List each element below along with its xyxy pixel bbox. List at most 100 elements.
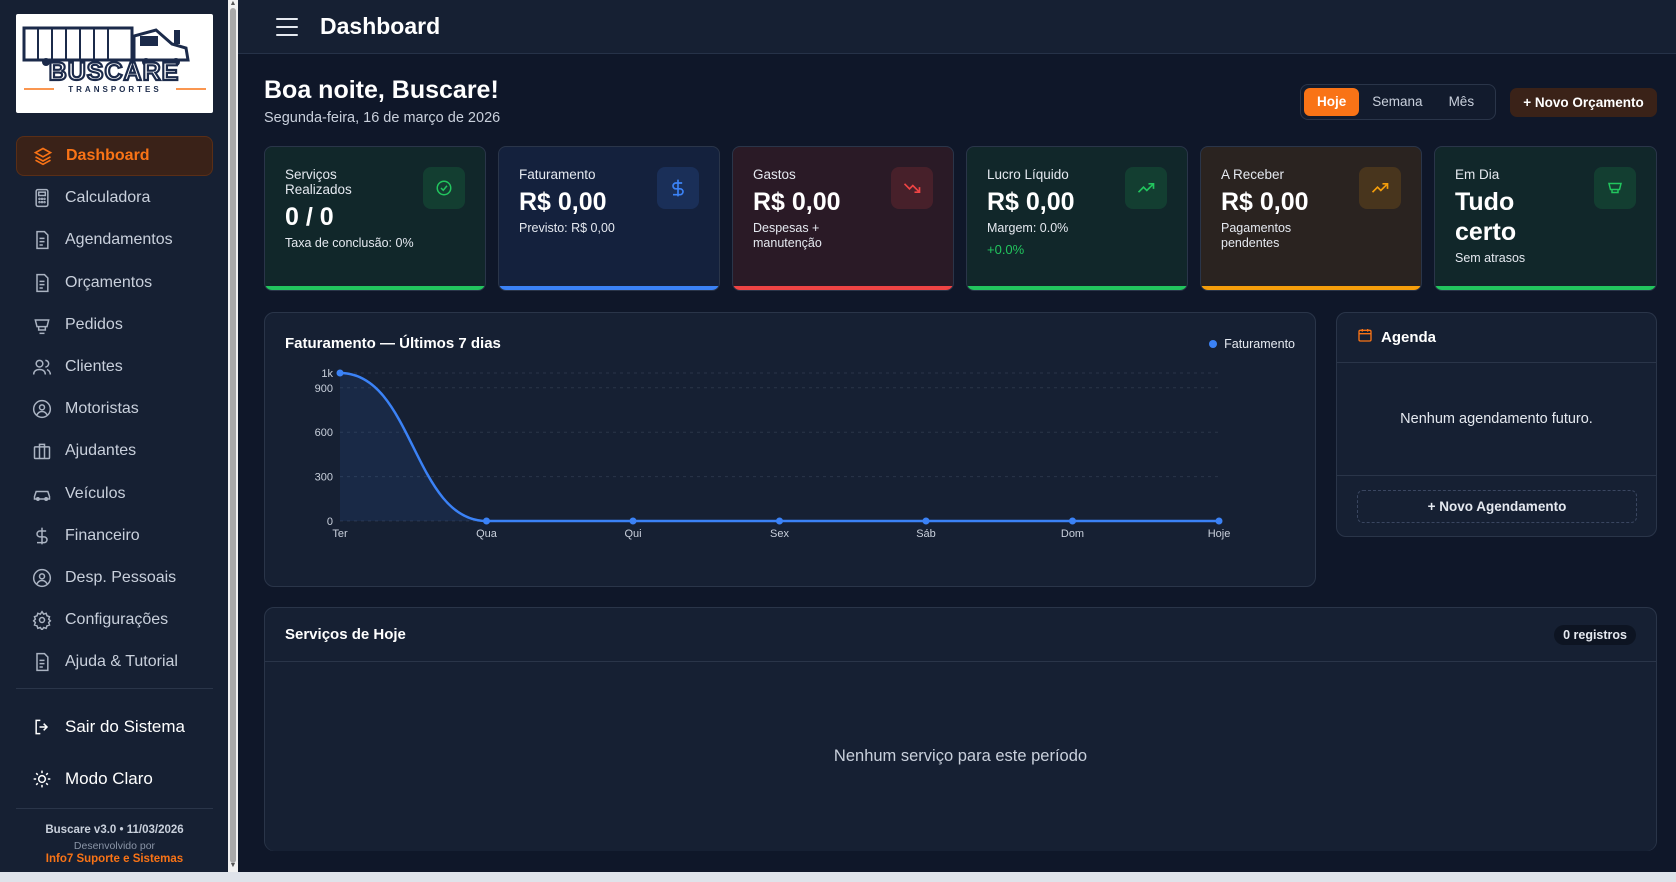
legend-dot	[1209, 340, 1218, 348]
x-tick-label: Dom	[1061, 528, 1084, 540]
x-tick-label: Hoje	[1208, 528, 1231, 540]
sidebar-item-label: Ajudantes	[65, 442, 137, 460]
sidebar-item-label: Clientes	[65, 357, 123, 375]
period-option-mes[interactable]: Mês	[1448, 94, 1475, 109]
sidebar-item-veiculos[interactable]: Veículos	[16, 474, 213, 514]
sidebar-item-dashboard[interactable]: Dashboard	[16, 136, 213, 176]
kpi-label: Faturamento	[519, 167, 596, 182]
kpi-label: Gastos	[753, 167, 796, 182]
sidebar-item-clientes[interactable]: Clientes	[16, 347, 213, 387]
cup-icon	[31, 314, 53, 336]
kpi-subtext: Taxa de conclusão: 0%	[285, 236, 414, 250]
sidebar-scrollbar[interactable]: ▲ ▼	[228, 0, 238, 872]
kpi-card-em-dia: Em Dia Tudo certo Sem atrasos	[1434, 146, 1657, 291]
y-tick-label: 1k	[321, 368, 333, 380]
sidebar-item-pedidos[interactable]: Pedidos	[16, 305, 213, 345]
sidebar-item-financeiro[interactable]: Financeiro	[16, 516, 213, 556]
services-empty-message: Nenhum serviço para este período	[265, 662, 1656, 851]
sidebar-item-desp-pessoais[interactable]: Desp. Pessoais	[16, 558, 213, 598]
gear-icon	[31, 609, 53, 631]
kpi-value: Tudo certo	[1455, 188, 1517, 246]
calculator-icon	[31, 187, 53, 209]
new-appointment-button[interactable]: + Novo Agendamento	[1357, 490, 1637, 523]
kpi-card-a-receber: A Receber R$ 0,00 Pagamentos pendentes	[1200, 146, 1422, 291]
brand-logo: BUSCARE TRANSPORTES ✕	[16, 14, 213, 113]
sidebar-item-motoristas[interactable]: Motoristas	[16, 389, 213, 429]
kpi-subtext: Sem atrasos	[1455, 251, 1526, 265]
svg-text:TRANSPORTES: TRANSPORTES	[68, 85, 161, 94]
services-today-card: Serviços de Hoje 0 registros Nenhum serv…	[264, 607, 1657, 851]
version-text: Buscare v3.0 • 11/03/2026	[45, 824, 184, 836]
close-sidebar-icon[interactable]: ✕	[188, 16, 207, 41]
logout-button[interactable]: Sair do Sistema	[16, 707, 213, 747]
sidebar-item-label: Calculadora	[65, 189, 151, 207]
document-icon	[31, 229, 53, 251]
chart-legend: Faturamento	[1209, 337, 1295, 351]
period-selector: Hoje Semana Mês	[1300, 84, 1496, 120]
legend-label: Faturamento	[1224, 337, 1295, 351]
data-point	[1215, 517, 1223, 525]
y-tick-label: 900	[315, 383, 333, 395]
sidebar-item-ajudantes[interactable]: Ajudantes	[16, 431, 213, 471]
data-point	[922, 517, 930, 525]
sidebar-item-label: Orçamentos	[65, 273, 153, 291]
scroll-up-arrow-icon[interactable]: ▲	[229, 0, 237, 7]
kpi-subtext: Despesas + manutenção	[753, 221, 822, 250]
sidebar-item-orcamentos[interactable]: Orçamentos	[16, 263, 213, 303]
kpi-card-lucro: Lucro Líquido R$ 0,00 Margem: 0.0% +0.0%	[966, 146, 1188, 291]
sidebar-item-ajuda[interactable]: Ajuda & Tutorial	[16, 642, 213, 682]
kpi-accent-bar	[1201, 286, 1421, 290]
kpi-card-faturamento: Faturamento R$ 0,00 Previsto: R$ 0,00	[498, 146, 720, 291]
y-tick-label: 300	[315, 472, 333, 484]
kpi-label: Em Dia	[1455, 167, 1500, 182]
records-count-badge: 0 registros	[1554, 624, 1636, 645]
greeting-title: Boa noite, Buscare!	[264, 76, 499, 104]
briefcase-icon	[31, 440, 53, 462]
sidebar-item-label: Agendamentos	[65, 231, 173, 249]
sidebar-item-label: Configurações	[65, 611, 169, 629]
agenda-title: Agenda	[1381, 329, 1437, 346]
theme-toggle-button[interactable]: Modo Claro	[16, 759, 213, 799]
kpi-accent-bar	[265, 286, 485, 290]
y-tick-label: 0	[327, 516, 333, 528]
kpi-label: Lucro Líquido	[987, 167, 1069, 182]
menu-icon[interactable]	[276, 17, 298, 36]
sidebar-item-label: Motoristas	[65, 400, 139, 418]
kpi-value: 0 / 0	[285, 203, 334, 231]
car-icon	[31, 483, 53, 505]
sidebar-item-agendamentos[interactable]: Agendamentos	[16, 220, 213, 260]
topbar: Dashboard	[238, 0, 1676, 54]
sun-icon	[31, 768, 53, 790]
kpi-value: R$ 0,00	[519, 188, 607, 216]
kpi-value: R$ 0,00	[753, 188, 841, 216]
y-tick-label: 600	[315, 427, 333, 439]
kpi-card-servicos: Serviços Realizados 0 / 0 Taxa de conclu…	[264, 146, 486, 291]
agenda-header: Agenda	[1337, 313, 1656, 363]
kpi-card-gastos: Gastos R$ 0,00 Despesas + manutenção	[732, 146, 954, 291]
x-tick-label: Qui	[624, 528, 641, 540]
sidebar-item-label: Veículos	[65, 484, 126, 502]
period-option-hoje[interactable]: Hoje	[1304, 88, 1360, 116]
developed-by-text: Desenvolvido por	[73, 840, 156, 852]
sidebar-item-label: Desp. Pessoais	[65, 568, 177, 586]
sidebar-item-configuracoes[interactable]: Configurações	[16, 600, 213, 640]
data-point	[336, 369, 344, 377]
new-quote-button[interactable]: + Novo Orçamento	[1510, 88, 1657, 117]
period-option-semana[interactable]: Semana	[1372, 94, 1423, 109]
chart-title: Faturamento — Últimos 7 dias	[285, 335, 501, 352]
layers-icon	[32, 145, 54, 167]
sidebar-item-calculadora[interactable]: Calculadora	[16, 178, 213, 218]
sidebar-item-label: Dashboard	[66, 147, 150, 164]
developer-link[interactable]: Info7 Suporte e Sistemas	[45, 853, 184, 865]
scroll-down-arrow-icon[interactable]: ▼	[229, 862, 237, 869]
cup-icon	[1594, 167, 1636, 209]
data-point	[776, 517, 783, 525]
calendar-icon	[1357, 327, 1373, 348]
current-date: Segunda-feira, 16 de março de 2026	[264, 110, 501, 126]
logout-label: Sair do Sistema	[65, 717, 185, 736]
logout-icon	[31, 716, 53, 738]
scrollbar-thumb[interactable]	[230, 8, 236, 863]
kpi-value: R$ 0,00	[1221, 188, 1309, 216]
trending-down-icon	[891, 167, 933, 209]
